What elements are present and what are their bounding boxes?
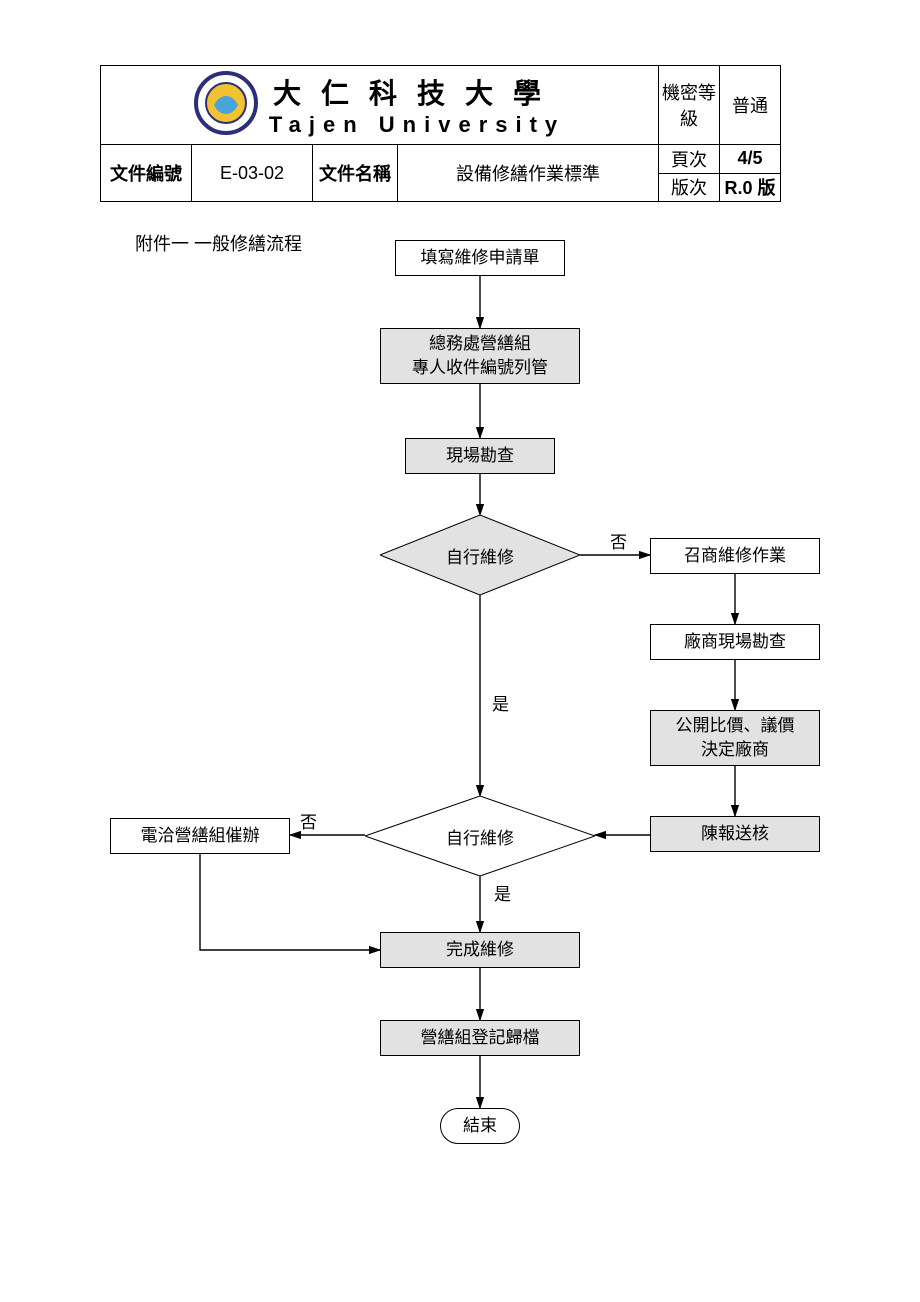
- flow-node-n9: 完成維修: [380, 932, 580, 968]
- edge-label: 是: [494, 880, 511, 905]
- page-label: 頁次: [659, 145, 720, 174]
- page: 大仁科技大學 Tajen University 機密等級 普通 文件編號 E-0…: [0, 0, 920, 1302]
- flow-node-n3: 現場勘查: [405, 438, 555, 474]
- page-value: 4/5: [720, 145, 781, 174]
- version-label: 版次: [659, 173, 720, 202]
- doc-no-value: E-03-02: [192, 145, 313, 202]
- edge-label: 否: [610, 528, 627, 553]
- secret-level-label: 機密等級: [659, 66, 720, 145]
- flow-node-n11: 結束: [440, 1108, 520, 1144]
- flow-node-n2: 總務處營繕組專人收件編號列管: [380, 328, 580, 384]
- flow-node-n7: 陳報送核: [650, 816, 820, 852]
- flow-node-n5: 廠商現場勘查: [650, 624, 820, 660]
- flow-node-label: 自行維修: [380, 515, 580, 595]
- university-name-cn: 大仁科技大學: [273, 78, 561, 109]
- flow-node-n1: 填寫維修申請單: [395, 240, 565, 276]
- flow-node-n8: 電洽營繕組催辦: [110, 818, 290, 854]
- flow-node-n6: 公開比價、議價決定廠商: [650, 710, 820, 766]
- doc-name-label: 文件名稱: [313, 145, 398, 202]
- edge-label: 否: [300, 808, 317, 833]
- flow-node-n4: 召商維修作業: [650, 538, 820, 574]
- doc-no-label: 文件編號: [101, 145, 192, 202]
- flow-node-label: 自行維修: [365, 796, 595, 876]
- secret-level-value: 普通: [720, 66, 781, 145]
- version-value: R.0 版: [720, 173, 781, 202]
- attachment-caption: 附件一 一般修繕流程: [135, 230, 302, 256]
- flow-node-n10: 營繕組登記歸檔: [380, 1020, 580, 1056]
- edge-label: 是: [492, 690, 509, 715]
- university-seal-icon: [194, 71, 258, 140]
- flow-node-d2: 自行維修: [365, 796, 595, 876]
- header-table: 大仁科技大學 Tajen University 機密等級 普通 文件編號 E-0…: [100, 65, 781, 202]
- flow-node-d1: 自行維修: [380, 515, 580, 595]
- university-name-en: Tajen University: [269, 112, 565, 137]
- doc-name-value: 設備修繕作業標準: [398, 145, 659, 202]
